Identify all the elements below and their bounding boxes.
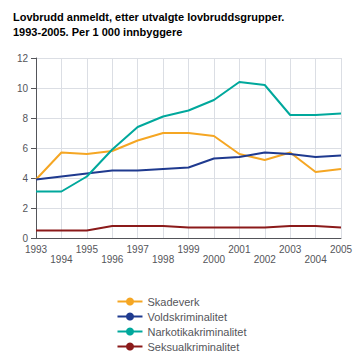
svg-text:1993-2005. Per 1 000 innbygger: 1993-2005. Per 1 000 innbyggere bbox=[13, 26, 182, 38]
svg-text:2002: 2002 bbox=[254, 254, 277, 265]
svg-text:1998: 1998 bbox=[152, 254, 175, 265]
svg-text:1993: 1993 bbox=[25, 244, 48, 255]
svg-text:Lovbrudd anmeldt, etter utvalg: Lovbrudd anmeldt, etter utvalgte lovbrud… bbox=[13, 11, 284, 23]
svg-text:2005: 2005 bbox=[330, 244, 353, 255]
svg-text:Skadeverk: Skadeverk bbox=[147, 296, 199, 308]
svg-text:2001: 2001 bbox=[228, 244, 251, 255]
svg-text:Voldskriminalitet: Voldskriminalitet bbox=[147, 311, 226, 323]
svg-text:1995: 1995 bbox=[76, 244, 99, 255]
svg-text:Narkotikakriminalitet: Narkotikakriminalitet bbox=[147, 326, 246, 338]
svg-text:8: 8 bbox=[22, 113, 28, 124]
svg-text:0: 0 bbox=[22, 233, 28, 244]
svg-text:2004: 2004 bbox=[304, 254, 327, 265]
svg-text:10: 10 bbox=[17, 83, 29, 94]
svg-text:2003: 2003 bbox=[279, 244, 302, 255]
svg-text:1994: 1994 bbox=[50, 254, 73, 265]
svg-text:2: 2 bbox=[22, 203, 28, 214]
svg-text:12: 12 bbox=[17, 53, 29, 64]
svg-text:1999: 1999 bbox=[177, 244, 200, 255]
svg-text:Seksualkriminalitet: Seksualkriminalitet bbox=[147, 341, 239, 353]
svg-text:4: 4 bbox=[22, 173, 28, 184]
svg-text:2000: 2000 bbox=[203, 254, 226, 265]
svg-text:1996: 1996 bbox=[101, 254, 124, 265]
svg-text:1997: 1997 bbox=[127, 244, 150, 255]
svg-text:6: 6 bbox=[22, 143, 28, 154]
